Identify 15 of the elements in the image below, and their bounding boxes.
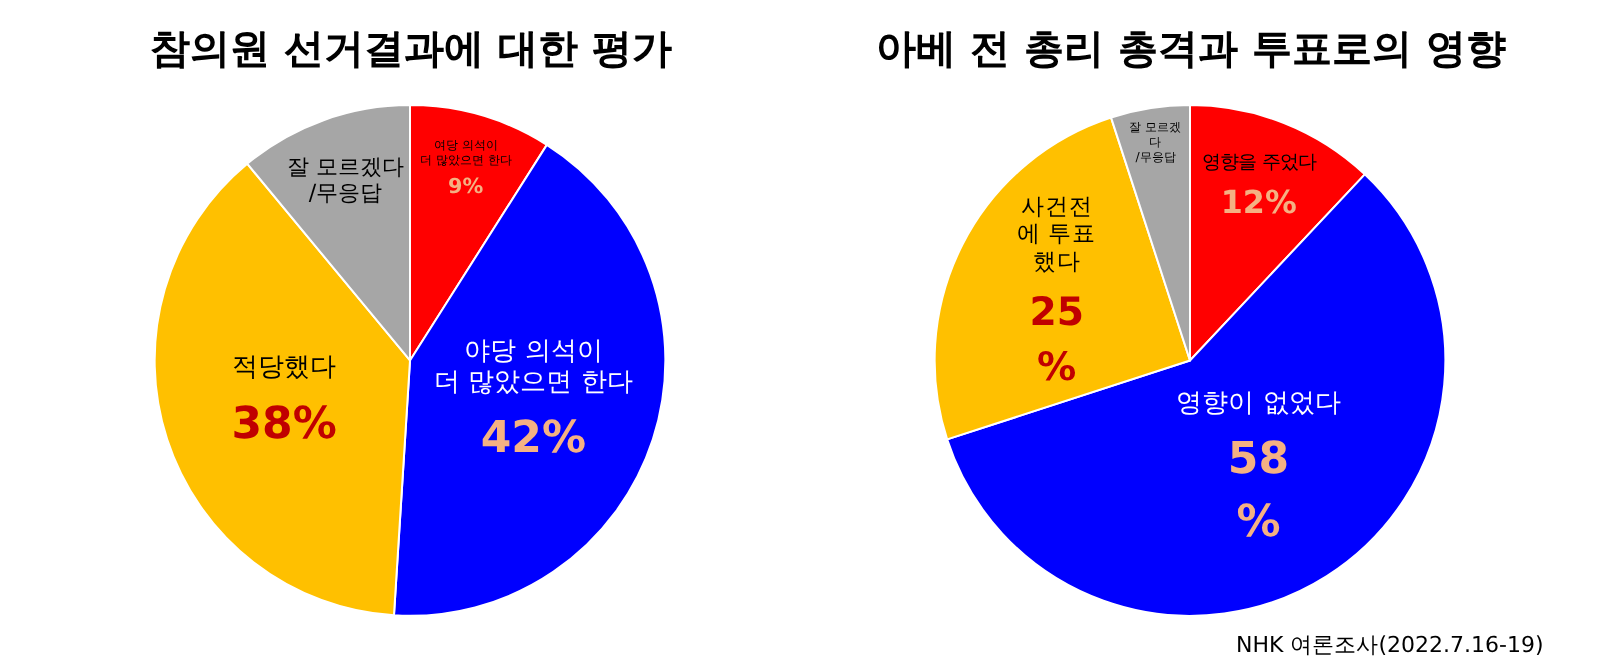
data-label: 42% [480,414,587,465]
data-label: 25 % [1029,288,1084,391]
slice-label: 영향을 주었다 [1201,152,1316,175]
slice-label: 적당했다 [232,353,337,384]
text: NHK 여론조사(2022.7.16-19) [1236,632,1544,658]
slice-label: 영향이 없었다 [1176,388,1341,419]
data-label: 58 % [1227,435,1290,548]
data-label: 9% [448,175,485,200]
slice-label: 잘 모르겠다 /무응답 [286,153,404,207]
slice-label: 야당 의석이 더 많았으면 한다 [434,336,633,398]
data-label: 12% [1220,183,1297,222]
data-label: 38% [231,399,337,450]
slice-label: 사건전 에 투표 했다 [1017,191,1097,276]
chart-title: 참의원 선거결과에 대한 평가 [150,24,672,72]
chart-title: 아베 전 총리 총격과 투표로의 영향 [876,24,1506,72]
